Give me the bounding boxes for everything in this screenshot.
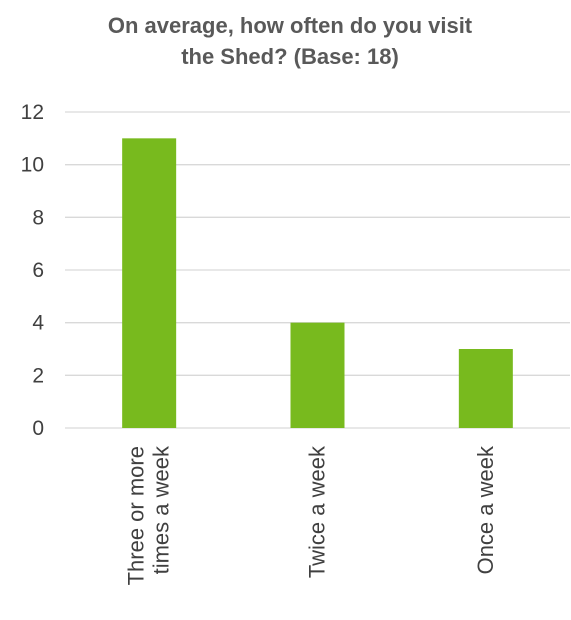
bar (122, 138, 177, 429)
x-category-label: Three or more (124, 446, 149, 585)
chart-title: On average, how often do you visit the S… (30, 10, 550, 72)
x-category-label: Twice a week (305, 445, 330, 578)
y-tick-label: 10 (21, 154, 44, 177)
x-category-label: times a week (149, 445, 174, 574)
y-tick-label: 2 (32, 364, 44, 387)
y-tick-label: 6 (32, 259, 44, 282)
chart-title-line-1: On average, how often do you visit (107, 13, 473, 38)
x-category-label: Once a week (473, 445, 498, 574)
y-tick-label: 0 (32, 417, 44, 440)
bar (290, 322, 345, 428)
bar (458, 349, 513, 428)
chart-title-line-2: the Shed? (Base: 18) (181, 44, 399, 69)
y-tick-label: 8 (32, 206, 44, 229)
y-tick-label: 4 (32, 312, 44, 335)
y-tick-label: 12 (21, 101, 44, 124)
